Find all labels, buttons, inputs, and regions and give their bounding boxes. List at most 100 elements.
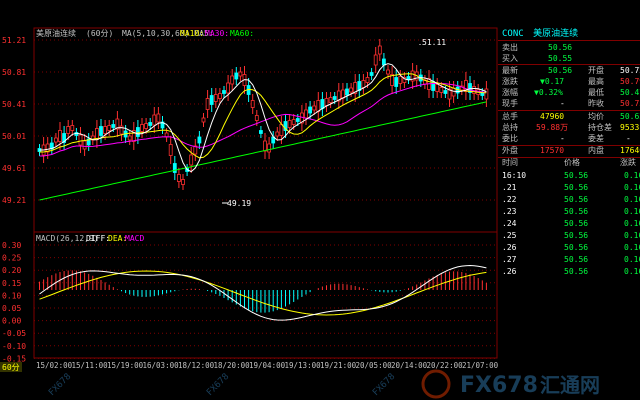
now-value: - bbox=[560, 99, 565, 108]
tick-change: 0.16 bbox=[624, 195, 640, 204]
ma-legend: MA(5,10,30,60) MA5: bbox=[122, 29, 214, 38]
tick-change: 0.16 bbox=[624, 267, 640, 276]
price-tick-label: 50.81 bbox=[2, 68, 26, 77]
buy-value: 50.55 bbox=[548, 54, 573, 63]
quote-separator bbox=[498, 110, 640, 111]
tick-time: .26 bbox=[502, 267, 517, 276]
candle-body bbox=[168, 144, 173, 156]
diff-line bbox=[39, 264, 487, 321]
macd-tick-label: 0.00 bbox=[2, 317, 21, 326]
macd-tick-label: 0.20 bbox=[2, 266, 21, 275]
macd-axis: 0.30 0.25 0.20 0.15 0.10 0.05 0.00 -0.05 -0.10 -0… bbox=[2, 241, 497, 363]
candle-body bbox=[472, 86, 477, 94]
candle-body bbox=[258, 130, 263, 134]
candle-body bbox=[484, 88, 489, 100]
time-tick-label: 20/14:00 bbox=[391, 361, 428, 370]
watermark: FX678 汇通网 FX678 FX678 FX678 bbox=[47, 369, 600, 399]
quote-code: CONC bbox=[502, 29, 524, 39]
candle-body bbox=[205, 98, 210, 110]
quote-row: .22 50.56 0.16 bbox=[498, 195, 640, 205]
price-tick-label: 51.21 bbox=[2, 36, 26, 45]
candle-body bbox=[304, 109, 308, 119]
candle-body bbox=[275, 131, 280, 137]
period-tag-bg[interactable] bbox=[0, 362, 22, 372]
tick-change: 0.16 bbox=[624, 243, 640, 252]
tick-time: .22 bbox=[502, 195, 517, 204]
candle-body bbox=[201, 117, 206, 123]
candle-body bbox=[328, 97, 333, 103]
quote-row: 买入 50.55 bbox=[498, 54, 640, 64]
time-tick-label: 15/02:00 bbox=[36, 361, 73, 370]
period-label: (60分) bbox=[86, 29, 113, 38]
macd-tick-label: 0.10 bbox=[2, 291, 21, 300]
tick-time: .25 bbox=[502, 231, 517, 240]
time-tick-label: 19/13:00 bbox=[285, 361, 322, 370]
candle-body bbox=[131, 130, 136, 142]
candle-body bbox=[398, 76, 403, 84]
inner-value: 17640 bbox=[620, 146, 640, 155]
tick-time: 16:10 bbox=[502, 171, 527, 180]
candle-body bbox=[365, 77, 370, 83]
candle-body bbox=[217, 93, 222, 99]
dea-line bbox=[39, 270, 487, 316]
watermark-small-1: FX678 bbox=[47, 372, 73, 398]
candle-body bbox=[176, 174, 181, 182]
candle-body bbox=[468, 83, 472, 93]
quote-row: 外盘 17570 内盘 17640 bbox=[498, 146, 640, 156]
candle-body bbox=[45, 143, 50, 153]
candle-body bbox=[62, 133, 66, 143]
quote-row: 总持 59.88万 持仓差 9533 bbox=[498, 123, 640, 133]
time-tick-label: 19/21:00 bbox=[320, 361, 357, 370]
now-label: 现手 bbox=[502, 99, 518, 108]
pct-label: 涨幅 bbox=[502, 88, 518, 97]
candle-body bbox=[439, 87, 444, 93]
macd-tick-label: 0.25 bbox=[2, 254, 21, 263]
oi-label: 持仓差 bbox=[588, 123, 612, 132]
sell-label: 卖出 bbox=[502, 43, 518, 52]
diff-value: - bbox=[626, 134, 631, 143]
tick-price: 50.56 bbox=[564, 195, 589, 204]
ma5-line bbox=[39, 63, 487, 173]
watermark-brand: FX678 bbox=[460, 373, 538, 398]
candle-body bbox=[181, 179, 185, 185]
macd-label: MACD bbox=[125, 234, 144, 243]
quote-separator bbox=[498, 157, 640, 158]
chg-value: ▼0.17 bbox=[540, 77, 565, 86]
tick-price: 50.56 bbox=[564, 255, 589, 264]
candle-body bbox=[226, 82, 231, 94]
tick-time: .21 bbox=[502, 183, 517, 192]
ma10-legend: MA10: bbox=[180, 29, 204, 38]
candle-body bbox=[234, 72, 239, 80]
ma30-legend: MA30: bbox=[205, 29, 229, 38]
candle-body bbox=[353, 82, 358, 94]
time-tick-label: 18/12:00 bbox=[178, 361, 215, 370]
ma60-legend: MA60: bbox=[230, 29, 254, 38]
prev-value: 50.73 bbox=[620, 99, 640, 108]
candle-body bbox=[320, 99, 325, 109]
quote-row: 委比 - 委差 - bbox=[498, 134, 640, 144]
quote-row: 涨幅 ▼0.32% 最低 50.47 bbox=[498, 88, 640, 98]
candle-body bbox=[308, 106, 313, 114]
time-tick-label: 18/20:00 bbox=[214, 361, 251, 370]
candle-body bbox=[95, 128, 99, 140]
candle-body bbox=[291, 119, 296, 125]
time-tick-label: 15/11:00 bbox=[72, 361, 109, 370]
dea-legend: DEA: bbox=[108, 234, 127, 243]
time-tick-label: 15/19:00 bbox=[107, 361, 144, 370]
candle-body bbox=[238, 71, 243, 77]
candle-body bbox=[127, 135, 132, 141]
period-tag[interactable]: 60分 bbox=[2, 363, 20, 372]
candle-body bbox=[435, 84, 440, 92]
time-tick-label: 16/03:00 bbox=[143, 361, 180, 370]
price-tick-label: 49.21 bbox=[2, 196, 26, 205]
macd-tick-label: 0.30 bbox=[2, 241, 21, 250]
ticks-header-price: 价格 bbox=[564, 158, 580, 167]
quote-row: .24 50.56 0.16 bbox=[498, 219, 640, 229]
tick-time: .26 bbox=[502, 243, 517, 252]
low-annotation: 49.19 bbox=[227, 199, 251, 208]
candle-body bbox=[295, 118, 300, 122]
quote-row: 16:10 50.56 0.16 bbox=[498, 171, 640, 181]
candle-body bbox=[189, 154, 194, 166]
amt-label: 总持 bbox=[502, 123, 518, 132]
